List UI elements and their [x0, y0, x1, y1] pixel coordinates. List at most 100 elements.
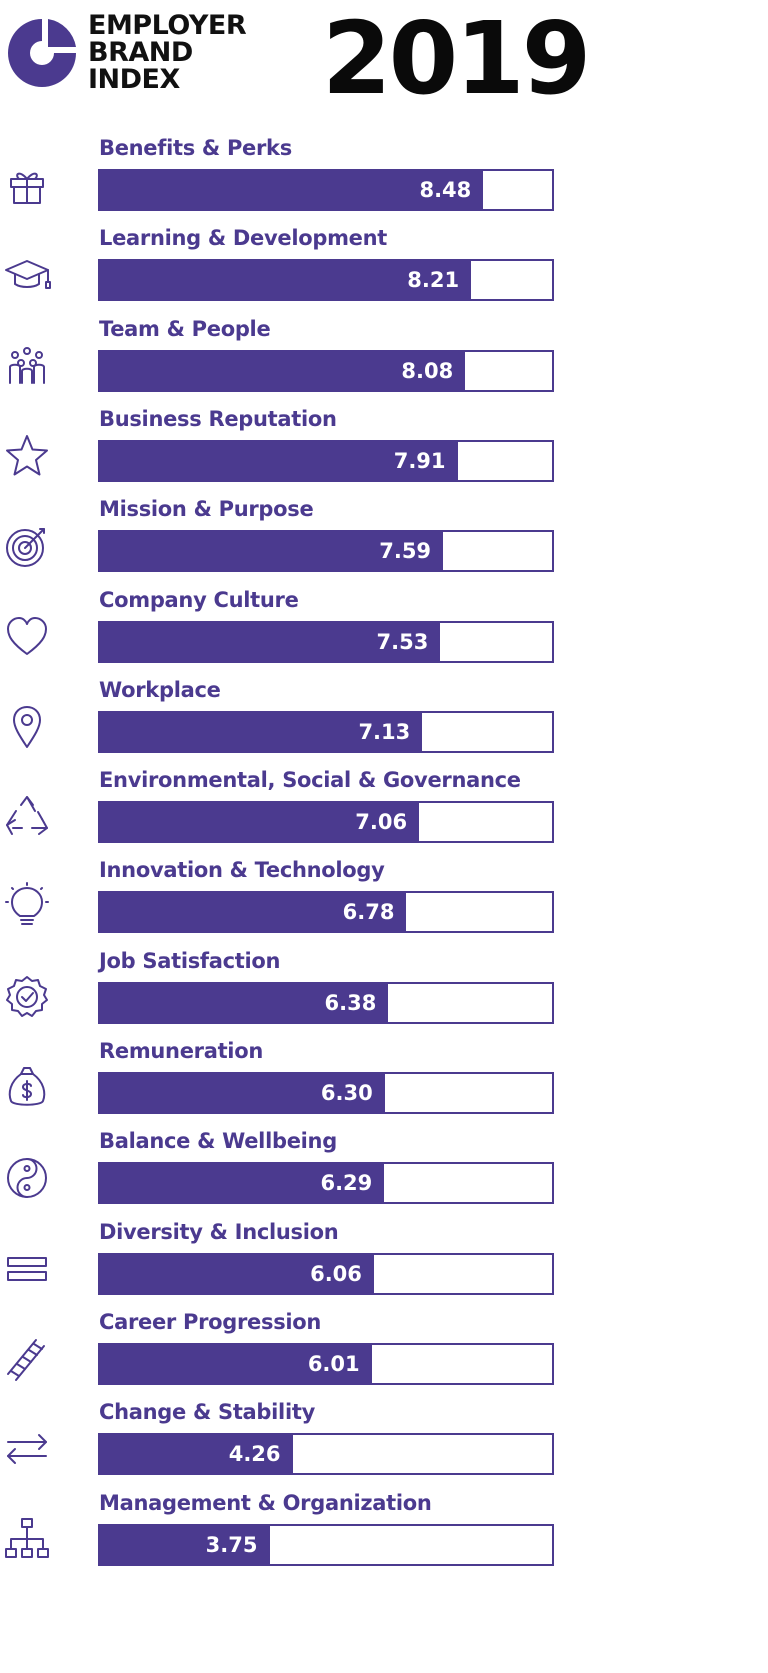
- bar: 6.38: [100, 983, 389, 1022]
- category-label: Diversity & Inclusion: [99, 1219, 339, 1244]
- value-label: 7.53: [376, 629, 429, 654]
- bar-track: 7.53: [98, 620, 554, 663]
- bar-track: 3.75: [98, 1523, 554, 1566]
- category-label: Benefits & Perks: [99, 136, 292, 160]
- bar-track: 6.38: [98, 981, 554, 1024]
- ladder-icon: [2, 1334, 52, 1384]
- category-label: Workplace: [99, 677, 221, 702]
- chart-row: Company Culture 7.53: [0, 586, 768, 678]
- logo-line-2: BRAND: [88, 37, 193, 68]
- chart-row: Innovation & Technology 6.78: [0, 856, 768, 948]
- category-label: Company Culture: [99, 587, 299, 612]
- bar: 6.01: [100, 1344, 372, 1383]
- chart-row: Learning & Development 8.21: [0, 224, 768, 316]
- bar: 8.08: [100, 351, 466, 390]
- logo-wordmark: EMPLOYER BRAND INDEX: [88, 10, 247, 95]
- heart-icon: [2, 612, 52, 662]
- category-label: Learning & Development: [99, 226, 387, 251]
- value-label: 6.06: [310, 1261, 362, 1286]
- value-label: 6.01: [307, 1351, 360, 1376]
- bar: 7.91: [100, 441, 458, 480]
- bar: 6.29: [100, 1164, 385, 1203]
- bar: 8.48: [100, 171, 484, 209]
- bar-track: 7.91: [98, 439, 554, 482]
- bar: 6.06: [100, 1254, 374, 1293]
- value-label: 7.59: [379, 539, 432, 564]
- lightbulb-icon: [2, 882, 52, 932]
- yin-yang-icon: [2, 1153, 52, 1203]
- chart-row: Change & Stability 4.26: [0, 1398, 768, 1490]
- logo-line-3: INDEX: [88, 64, 180, 95]
- category-label: Career Progression: [99, 1309, 322, 1334]
- category-label: Change & Stability: [99, 1400, 315, 1425]
- category-label: Balance & Wellbeing: [99, 1129, 337, 1154]
- bar: 7.13: [100, 712, 423, 751]
- header: EMPLOYER BRAND INDEX 2019: [0, 0, 768, 120]
- value-label: 7.13: [358, 719, 411, 744]
- bar-track: 7.59: [98, 530, 554, 573]
- chart-row: Workplace 7.13: [0, 676, 768, 768]
- money-bag-icon: [2, 1063, 52, 1113]
- category-label: Team & People: [99, 316, 271, 341]
- bar: 6.78: [100, 893, 407, 932]
- chart-row: Mission & Purpose 7.59: [0, 495, 768, 587]
- bar: 4.26: [100, 1435, 293, 1474]
- bar-track: 6.01: [98, 1342, 554, 1385]
- chart-row: Job Satisfaction 6.38: [0, 947, 768, 1039]
- bar: 8.21: [100, 261, 472, 300]
- value-label: 8.48: [419, 178, 472, 202]
- chart-row: Team & People 8.08: [0, 315, 768, 407]
- bar: 7.53: [100, 622, 441, 661]
- value-label: 8.08: [401, 358, 454, 383]
- value-label: 3.75: [205, 1532, 258, 1557]
- bar: 6.30: [100, 1074, 385, 1112]
- chart-row: Management & Organization 3.75: [0, 1489, 768, 1581]
- equals-icon: [2, 1244, 52, 1294]
- bar: 7.59: [100, 532, 444, 571]
- graduation-cap-icon: [2, 250, 52, 300]
- target-icon: [2, 521, 52, 571]
- value-label: 6.78: [342, 900, 395, 925]
- value-label: 7.91: [393, 448, 446, 473]
- bar-track: 7.06: [98, 801, 554, 844]
- category-label: Remuneration: [99, 1039, 263, 1063]
- chart-row: Career Progression 6.01: [0, 1308, 768, 1400]
- year-heading: 2019: [322, 0, 591, 117]
- bar-track: 4.26: [98, 1433, 554, 1476]
- value-label: 6.30: [320, 1081, 373, 1105]
- logo-line-1: EMPLOYER: [88, 10, 247, 41]
- bar: 3.75: [100, 1525, 270, 1564]
- chart-row: Business Reputation 7.91: [0, 405, 768, 497]
- bar-track: 6.06: [98, 1252, 554, 1295]
- category-label: Environmental, Social & Governance: [99, 768, 521, 793]
- chart-row: Remuneration 6.30: [0, 1037, 768, 1129]
- bar-track: 8.48: [98, 169, 554, 211]
- chart-row: Balance & Wellbeing 6.29: [0, 1127, 768, 1219]
- chart-row: Environmental, Social & Governance 7.06: [0, 766, 768, 858]
- bar-track: 8.08: [98, 349, 554, 392]
- category-label: Business Reputation: [99, 406, 337, 431]
- bar-track: 6.30: [98, 1072, 554, 1114]
- value-label: 6.29: [320, 1171, 373, 1196]
- recycle-icon: [2, 792, 52, 842]
- location-pin-icon: [2, 702, 52, 752]
- bar-track: 6.29: [98, 1162, 554, 1205]
- value-label: 7.06: [355, 810, 408, 835]
- chart-row: Benefits & Perks 8.48: [0, 134, 768, 226]
- badge-check-icon: [2, 973, 52, 1023]
- category-label: Innovation & Technology: [99, 858, 385, 883]
- bar-track: 8.21: [98, 259, 554, 302]
- value-label: 4.26: [228, 1442, 281, 1467]
- bar-track: 6.78: [98, 891, 554, 934]
- logo-icon: [8, 19, 76, 87]
- bar: 7.06: [100, 803, 420, 842]
- gift-icon: [2, 160, 52, 210]
- category-label: Mission & Purpose: [99, 497, 314, 522]
- category-label: Job Satisfaction: [99, 948, 281, 973]
- team-icon: [2, 341, 52, 391]
- category-label: Management & Organization: [99, 1490, 432, 1515]
- exchange-arrows-icon: [2, 1424, 52, 1474]
- bar-track: 7.13: [98, 710, 554, 753]
- value-label: 8.21: [407, 268, 460, 293]
